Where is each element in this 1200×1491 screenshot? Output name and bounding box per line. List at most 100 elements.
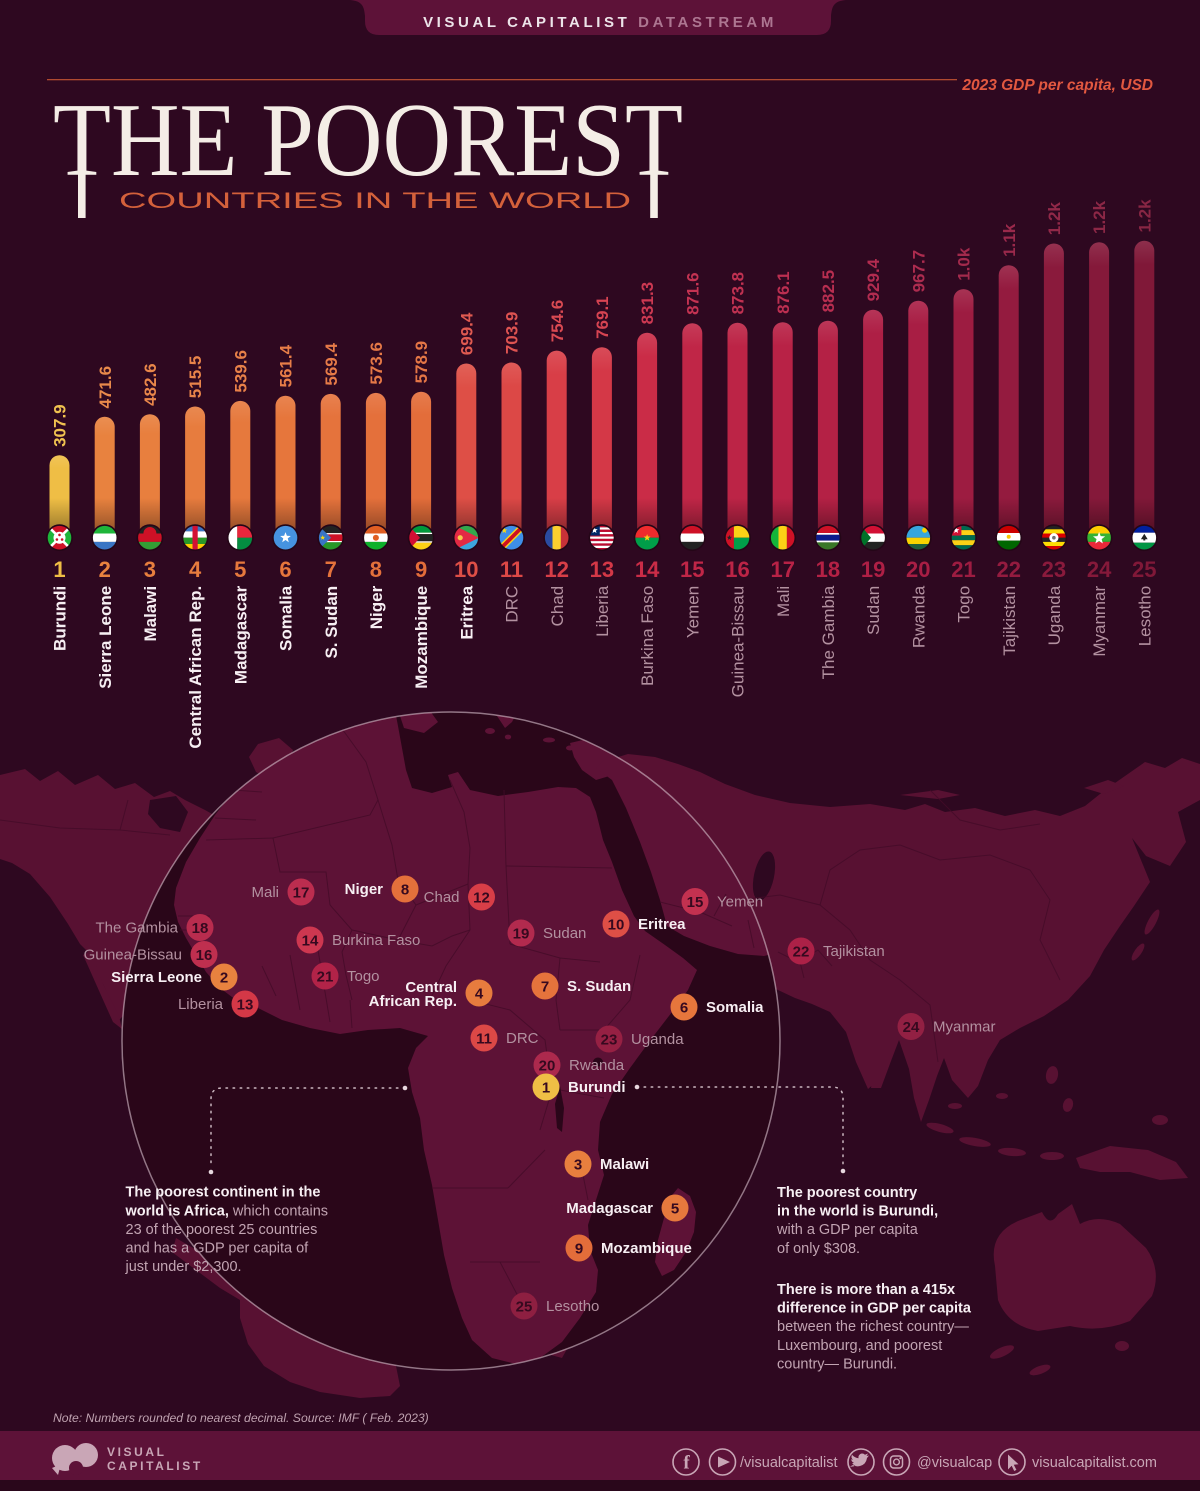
svg-text:515.5: 515.5 xyxy=(186,356,205,399)
svg-text:Guinea-Bissau: Guinea-Bissau xyxy=(84,947,182,964)
svg-text:African Rep.: African Rep. xyxy=(369,993,457,1010)
svg-text:S. Sudan: S. Sudan xyxy=(567,978,631,995)
svg-text:Burkina Faso: Burkina Faso xyxy=(332,932,420,949)
svg-text:5: 5 xyxy=(671,1200,679,1217)
svg-text:Myanmar: Myanmar xyxy=(933,1019,996,1036)
svg-text:1: 1 xyxy=(542,1079,550,1096)
svg-text:Chad: Chad xyxy=(424,889,460,906)
svg-text:Sudan: Sudan xyxy=(864,586,883,635)
svg-text:Luxembourg, and poorest: Luxembourg, and poorest xyxy=(777,1338,942,1354)
svg-text:929.4: 929.4 xyxy=(864,258,883,301)
svg-text:just under $2,300.: just under $2,300. xyxy=(125,1259,242,1275)
svg-text:Central: Central xyxy=(405,979,457,996)
svg-text:1.0k: 1.0k xyxy=(955,247,974,281)
svg-text:Uganda: Uganda xyxy=(1045,585,1064,645)
svg-text:569.4: 569.4 xyxy=(322,343,341,386)
svg-text:539.6: 539.6 xyxy=(231,350,250,393)
svg-text:20: 20 xyxy=(539,1057,556,1074)
svg-text:Note: Numbers rounded to neare: Note: Numbers rounded to nearest decimal… xyxy=(53,1411,429,1425)
svg-text:10: 10 xyxy=(454,557,478,582)
svg-text:Madagascar: Madagascar xyxy=(231,585,250,684)
svg-text:Burundi: Burundi xyxy=(51,586,70,651)
svg-text:21: 21 xyxy=(317,968,334,985)
svg-text:307.9: 307.9 xyxy=(51,404,70,447)
svg-text:in the world is Burundi,: in the world is Burundi, xyxy=(777,1204,938,1220)
svg-text:12: 12 xyxy=(544,557,568,582)
svg-text:The poorest continent in the: The poorest continent in the xyxy=(126,1185,321,1201)
svg-text:Rwanda: Rwanda xyxy=(909,585,928,648)
svg-text:482.6: 482.6 xyxy=(141,363,160,406)
svg-text:Eritrea: Eritrea xyxy=(457,585,476,639)
svg-text:23: 23 xyxy=(601,1031,618,1048)
svg-text:THE POOREST: THE POOREST xyxy=(53,81,683,198)
svg-text:Sierra Leone: Sierra Leone xyxy=(96,586,115,689)
svg-text:Malawi: Malawi xyxy=(141,586,160,642)
svg-text:22: 22 xyxy=(996,557,1020,582)
svg-text:Tajikistan: Tajikistan xyxy=(1000,586,1019,656)
svg-text:1.1k: 1.1k xyxy=(1000,223,1019,257)
svg-text:18: 18 xyxy=(192,920,209,937)
svg-text:of only $308.: of only $308. xyxy=(777,1241,860,1257)
svg-text:14: 14 xyxy=(302,932,319,949)
svg-text:Togo: Togo xyxy=(955,586,974,623)
svg-text:Myanmar: Myanmar xyxy=(1090,585,1109,656)
svg-text:Eritrea: Eritrea xyxy=(638,916,686,933)
svg-text:17: 17 xyxy=(293,884,310,901)
svg-text:Niger: Niger xyxy=(345,881,384,898)
svg-text:between the richest country—: between the richest country— xyxy=(777,1319,969,1335)
svg-text:and has a GDP per capita of: and has a GDP per capita of xyxy=(126,1241,310,1257)
svg-text:13: 13 xyxy=(590,557,614,582)
svg-text:9: 9 xyxy=(415,557,427,582)
svg-text:24: 24 xyxy=(1087,557,1112,582)
svg-text:21: 21 xyxy=(951,557,975,582)
svg-text:Somalia: Somalia xyxy=(277,585,296,651)
svg-text:Burkina Faso: Burkina Faso xyxy=(638,586,657,686)
svg-text:Rwanda: Rwanda xyxy=(569,1057,625,1074)
svg-text:Liberia: Liberia xyxy=(593,585,612,637)
svg-text:country— Burundi.: country— Burundi. xyxy=(777,1356,897,1372)
svg-text:1: 1 xyxy=(53,557,65,582)
svg-text:769.1: 769.1 xyxy=(593,296,612,339)
svg-text:22: 22 xyxy=(793,943,810,960)
svg-text:f: f xyxy=(683,1453,690,1474)
svg-text:871.6: 871.6 xyxy=(683,272,702,315)
svg-text:Uganda: Uganda xyxy=(631,1031,684,1048)
svg-text:2023 GDP per capita, USD: 2023 GDP per capita, USD xyxy=(961,77,1153,94)
svg-text:13: 13 xyxy=(237,996,254,1013)
svg-text:11: 11 xyxy=(500,557,523,582)
svg-text:Chad: Chad xyxy=(548,586,567,627)
svg-text:754.6: 754.6 xyxy=(548,300,567,343)
svg-text:25: 25 xyxy=(1132,557,1156,582)
svg-text:COUNTRIES IN THE WORLD: COUNTRIES IN THE WORLD xyxy=(119,188,631,213)
svg-text:4: 4 xyxy=(475,985,484,1002)
svg-text:17: 17 xyxy=(770,557,794,582)
svg-text:703.9: 703.9 xyxy=(503,312,522,355)
svg-text:882.5: 882.5 xyxy=(819,270,838,313)
svg-text:Tajikistan: Tajikistan xyxy=(823,943,885,960)
svg-text:4: 4 xyxy=(189,557,202,582)
svg-text:3: 3 xyxy=(574,1156,582,1173)
svg-text:12: 12 xyxy=(473,889,490,906)
svg-text:1.2k: 1.2k xyxy=(1135,199,1154,233)
svg-text:2: 2 xyxy=(99,557,111,582)
svg-text:Burundi: Burundi xyxy=(568,1079,626,1096)
svg-text:Liberia: Liberia xyxy=(178,996,224,1013)
svg-text:DRC: DRC xyxy=(503,586,522,623)
svg-text:Yemen: Yemen xyxy=(717,894,763,911)
svg-text:5: 5 xyxy=(234,557,246,582)
svg-text:Central African Rep.: Central African Rep. xyxy=(186,586,205,749)
svg-text:/visualcapitalist: /visualcapitalist xyxy=(740,1455,838,1471)
svg-text:699.4: 699.4 xyxy=(457,312,476,355)
svg-text:8: 8 xyxy=(401,881,409,898)
svg-text:18: 18 xyxy=(816,557,840,582)
svg-text:873.8: 873.8 xyxy=(729,272,748,315)
svg-text:VISUAL: VISUAL xyxy=(107,1445,167,1459)
svg-text:7: 7 xyxy=(541,978,549,995)
svg-text:1.2k: 1.2k xyxy=(1045,202,1064,236)
svg-text:Sierra Leone: Sierra Leone xyxy=(111,969,202,986)
svg-text:8: 8 xyxy=(370,557,382,582)
svg-text:967.7: 967.7 xyxy=(909,250,928,293)
svg-text:Madagascar: Madagascar xyxy=(566,1200,653,1217)
svg-text:Lesotho: Lesotho xyxy=(546,1298,599,1315)
svg-text:world is Africa, which contain: world is Africa, which contains xyxy=(125,1203,329,1219)
